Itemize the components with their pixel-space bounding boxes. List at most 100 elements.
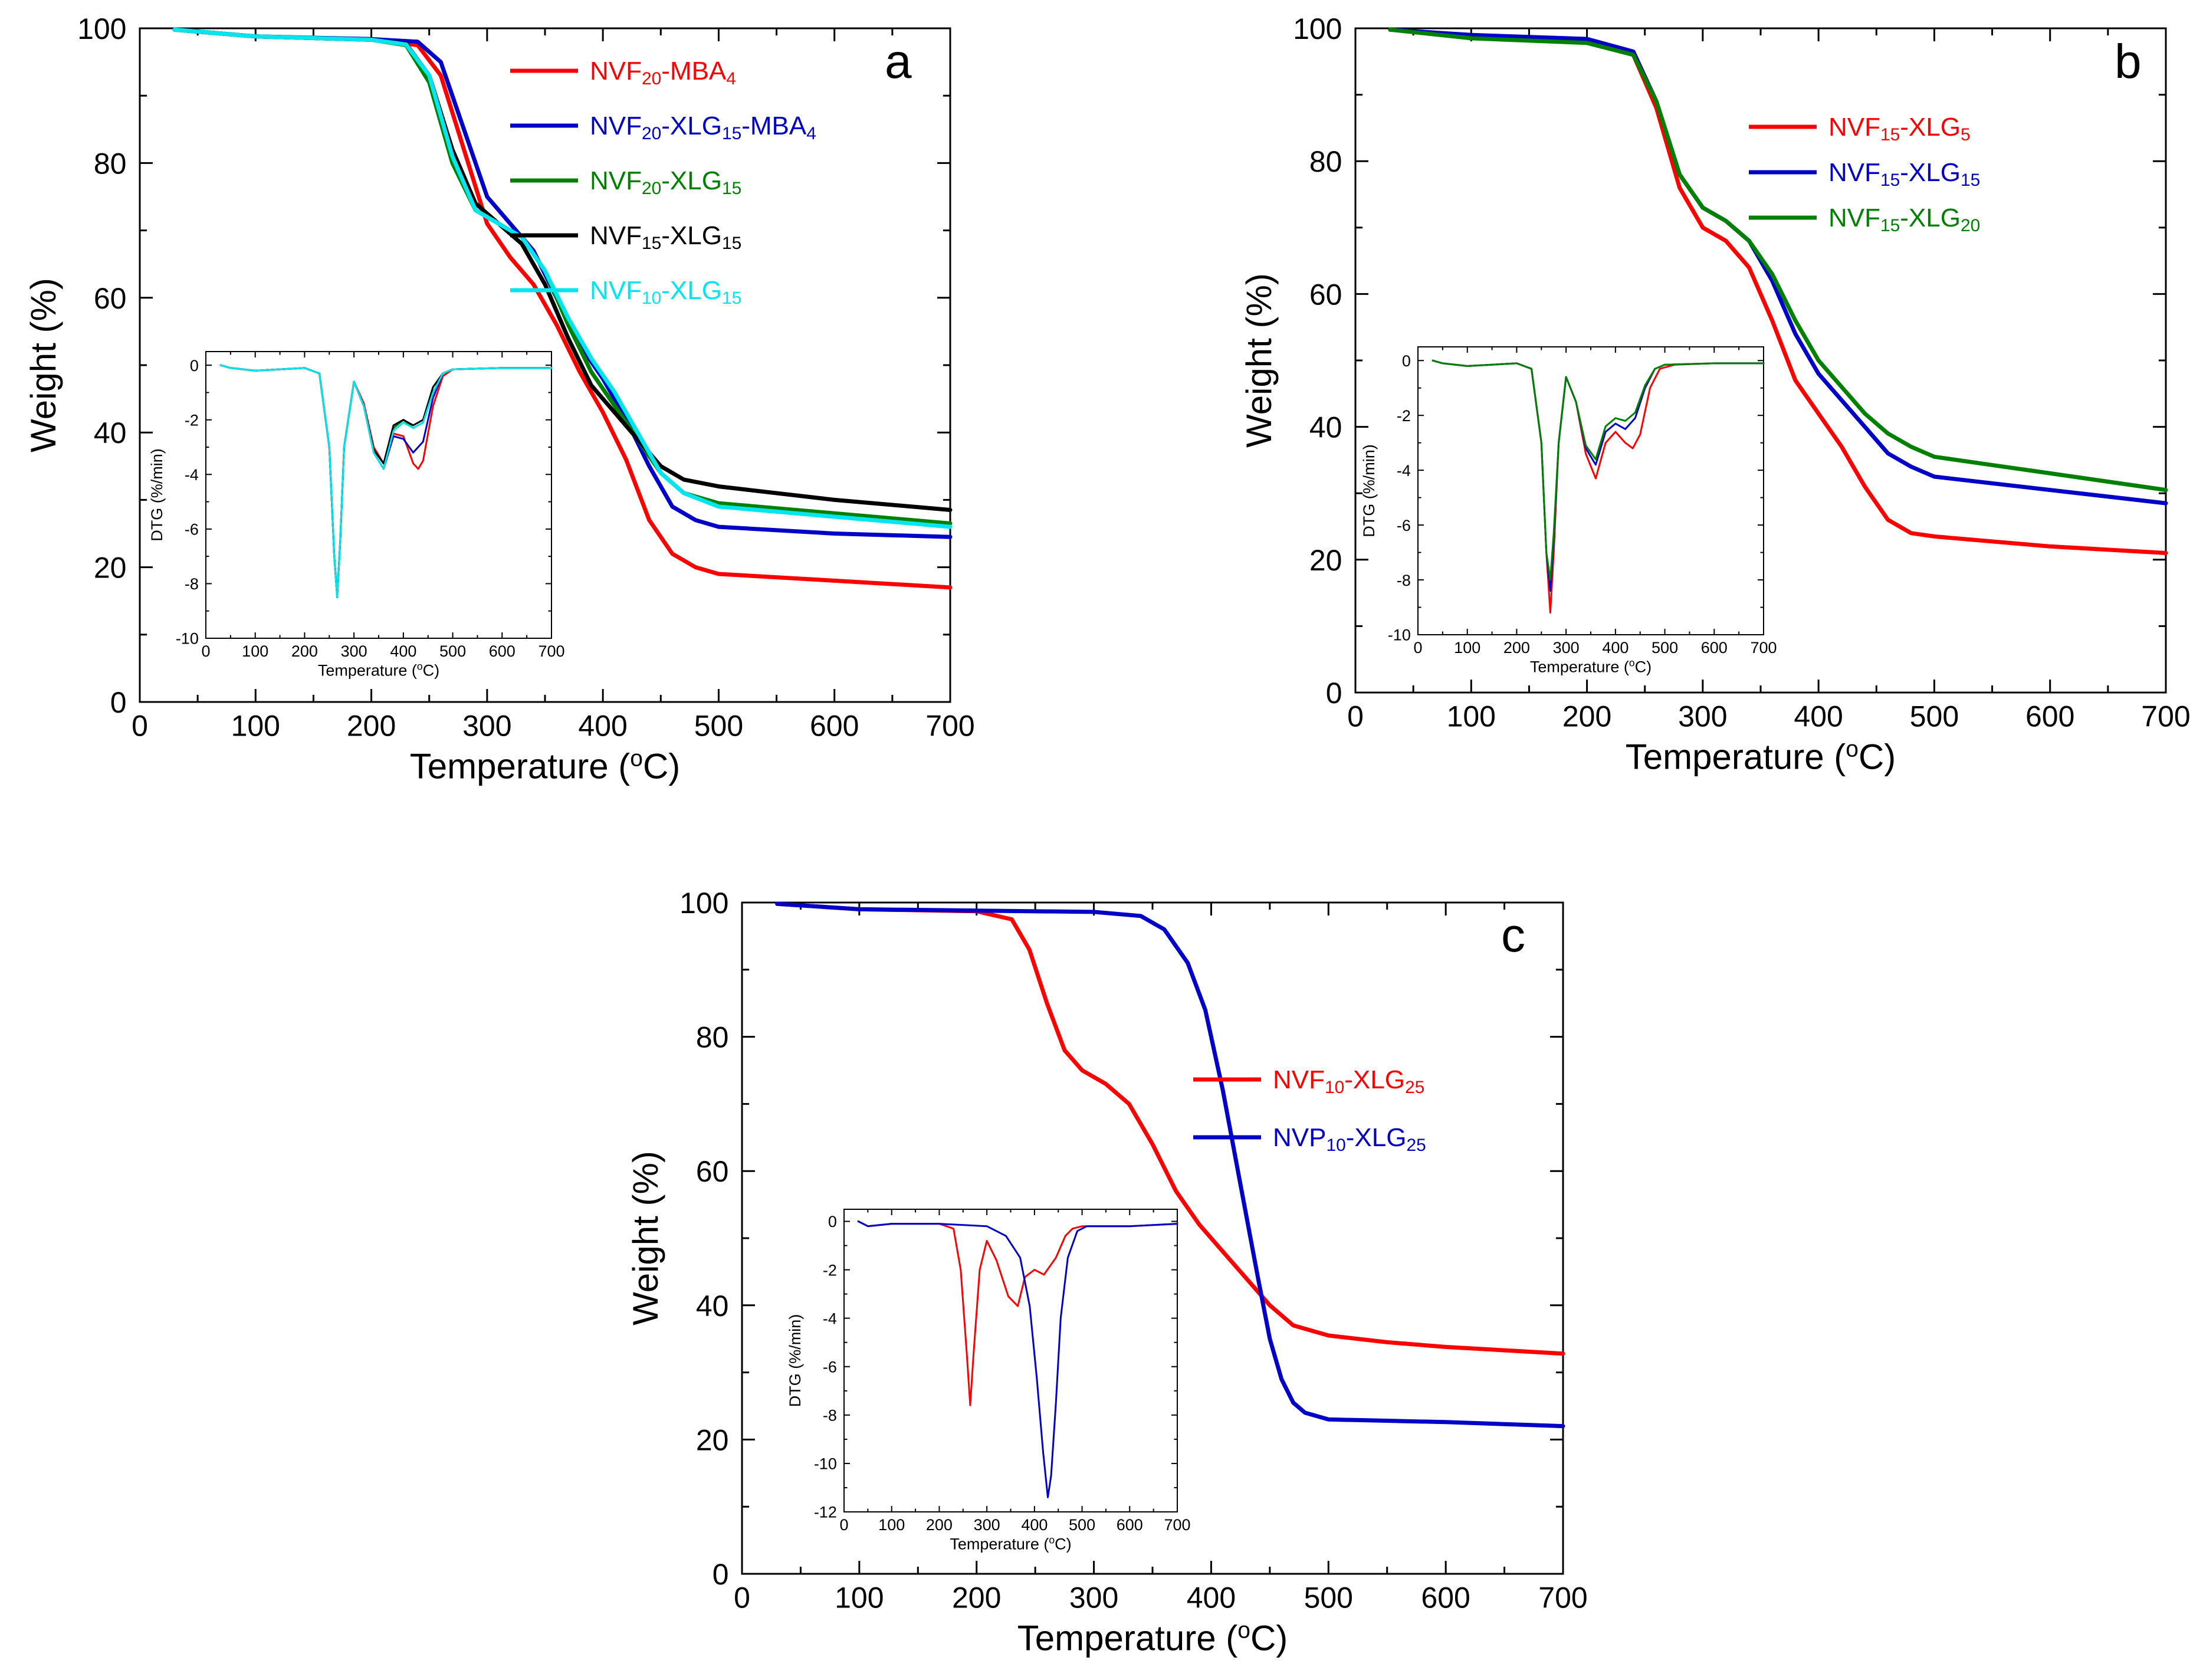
panel-b-inset-x-tick-label: 500 bbox=[1652, 639, 1678, 657]
panel-c-x-tick-label: 400 bbox=[1187, 1581, 1236, 1615]
panel-b-inset-y-tick-label: -10 bbox=[1388, 626, 1411, 644]
panel-b-x-tick-label: 600 bbox=[2025, 700, 2074, 733]
panel-c-inset-y-tick-label: -6 bbox=[823, 1358, 837, 1376]
panel-c-letter: c bbox=[1501, 908, 1525, 962]
panel-a-y-tick-label: 20 bbox=[94, 552, 127, 585]
panel-a-inset-x-tick-label: 300 bbox=[341, 642, 367, 660]
panel-b-inset-x-tick-label: 400 bbox=[1602, 639, 1629, 657]
panel-b-series-line-2 bbox=[1388, 27, 2168, 506]
panel-c-x-tick-label: 100 bbox=[835, 1581, 884, 1615]
panel-b-y-tick-label: 100 bbox=[1293, 12, 1342, 45]
panel-b-x-axis-label: Temperature (oC) bbox=[1626, 736, 1896, 777]
panel-a-y-axis-label: Weight (%) bbox=[24, 278, 63, 452]
panel-b-y-axis-label: Weight (%) bbox=[1239, 273, 1279, 448]
panel-a-x-tick-label: 300 bbox=[462, 710, 511, 743]
panel-c-inset-x-tick-label: 200 bbox=[926, 1516, 953, 1534]
panel-c-inset-y-tick-label: 0 bbox=[828, 1213, 837, 1231]
panel-c-inset-x-tick-label: 600 bbox=[1117, 1516, 1143, 1534]
panel-a-inset-plot-frame bbox=[205, 351, 552, 639]
panel-a-inset-y-tick-label: -10 bbox=[176, 630, 199, 648]
panel-a-letter: a bbox=[885, 35, 912, 88]
panel-a-series-line-1 bbox=[172, 27, 953, 590]
panel-a-inset-x-tick-label: 400 bbox=[390, 642, 416, 660]
panel-c-inset-series-line-2 bbox=[857, 1220, 1178, 1498]
panel-a-inset-x-axis-label: Temperature (oC) bbox=[318, 660, 439, 679]
panel-b-x-tick-label: 100 bbox=[1447, 700, 1496, 733]
panel-a-y-tick-label: 60 bbox=[94, 282, 127, 315]
panel-c-inset-x-tick-label: 700 bbox=[1164, 1516, 1190, 1534]
panel-c-x-tick-label: 700 bbox=[1538, 1581, 1587, 1615]
panel-c-inset-x-tick-label: 100 bbox=[878, 1516, 905, 1534]
panel-a-inset-x-tick-label: 500 bbox=[439, 642, 466, 660]
panel-c-inset-y-tick-label: -2 bbox=[823, 1261, 837, 1279]
panel-b-y-tick-label: 0 bbox=[1326, 677, 1342, 710]
panel-c-inset: 0 100 200 300 400 500 600 700 0 -2 -4 -6 -8 -10 -12 Tem… bbox=[786, 1209, 1191, 1553]
panel-c-y-tick-label: 40 bbox=[696, 1289, 729, 1323]
panel-b-inset-y-tick-label: -4 bbox=[1397, 462, 1411, 480]
panel-a-inset-x-tick-label: 0 bbox=[201, 642, 210, 660]
legend-label-2: NVP10-XLG25 bbox=[1273, 1123, 1426, 1155]
panel-b-inset-x-tick-label: 600 bbox=[1701, 639, 1728, 657]
panel-a-x-tick-label: 500 bbox=[694, 710, 743, 743]
panel-a-inset-x-tick-label: 100 bbox=[242, 642, 268, 660]
panel-c-series-line-1 bbox=[775, 901, 1565, 1356]
panel-b-y-tick-label: 40 bbox=[1309, 411, 1342, 444]
panel-b-x-tick-label: 700 bbox=[2141, 700, 2190, 733]
panel-c-inset-x-tick-label: 400 bbox=[1021, 1516, 1048, 1534]
panel-b-inset-x-tick-label: 100 bbox=[1454, 639, 1480, 657]
panel-c: 0 100 200 300 400 500 600 700 0 20 40 60 80 100 Temper… bbox=[626, 887, 1588, 1658]
panel-c-x-axis-label: Temperature (oC) bbox=[1017, 1617, 1288, 1658]
panel-b-x-tick-label: 200 bbox=[1562, 700, 1611, 733]
panel-b-inset-y-tick-label: -6 bbox=[1397, 517, 1411, 534]
panel-c-inset-y-tick-label: -4 bbox=[823, 1310, 837, 1327]
panel-c-inset-x-tick-label: 500 bbox=[1069, 1516, 1095, 1534]
panel-b-y-tick-label: 80 bbox=[1309, 145, 1342, 178]
panel-a-inset-y-axis-label: DTG (%/min) bbox=[148, 448, 166, 542]
panel-b-letter: b bbox=[2115, 35, 2142, 88]
panel-b-inset-y-tick-label: -8 bbox=[1397, 572, 1411, 589]
panel-a-inset-series-line-5 bbox=[219, 364, 553, 599]
panel-b-inset-y-tick-label: -2 bbox=[1397, 407, 1411, 425]
panel-b-inset: 0 100 200 300 400 500 600 700 0 -2 -4 -6 -8 -10 Temper… bbox=[1360, 346, 1777, 675]
panel-c-series-line-2 bbox=[775, 901, 1565, 1429]
panel-b-inset-y-tick-label: 0 bbox=[1402, 352, 1411, 370]
panel-b-inset-x-tick-label: 300 bbox=[1553, 639, 1580, 657]
panel-c-inset-series-line-1 bbox=[857, 1220, 1178, 1406]
panel-c-y-tick-label: 0 bbox=[713, 1558, 729, 1591]
panel-b-legend: NVF15-XLG5 NVF15-XLG15 NVF15-XLG20 bbox=[1749, 113, 1980, 235]
panel-a-x-tick-label: 0 bbox=[132, 710, 148, 743]
panel-c-inset-x-tick-label: 300 bbox=[974, 1516, 1000, 1534]
panel-a-legend: NVF20-MBA4 NVF20-XLG15-MBA4 NVF20-XLG15 NVF… bbox=[510, 57, 816, 308]
panel-a-x-tick-label: 600 bbox=[810, 710, 859, 743]
legend-label-2: NVF20-XLG15-MBA4 bbox=[590, 111, 816, 143]
panel-c-y-tick-label: 100 bbox=[679, 887, 728, 920]
panel-c-x-tick-label: 600 bbox=[1421, 1581, 1470, 1615]
panel-c-y-tick-label: 60 bbox=[696, 1155, 729, 1188]
panel-b-inset-y-axis-label: DTG (%/min) bbox=[1360, 444, 1378, 537]
legend-label-2: NVF15-XLG15 bbox=[1828, 158, 1980, 190]
panel-a-inset-y-tick-label: -6 bbox=[185, 521, 199, 539]
panel-b-x-tick-label: 500 bbox=[1910, 700, 1959, 733]
panel-c-inset-y-tick-label: -8 bbox=[823, 1407, 837, 1425]
legend-label-1: NVF20-MBA4 bbox=[590, 57, 736, 88]
panel-c-y-axis-label: Weight (%) bbox=[626, 1151, 665, 1325]
legend-label-4: NVF15-XLG15 bbox=[590, 221, 741, 253]
panel-c-inset-y-axis-label: DTG (%/min) bbox=[786, 1314, 804, 1407]
panel-a-inset-y-tick-label: 0 bbox=[190, 357, 199, 375]
panel-b-inset-plot-frame bbox=[1417, 346, 1764, 635]
panel-a-x-tick-label: 400 bbox=[578, 710, 627, 743]
panel-a-inset: 0 100 200 300 400 500 600 700 0 -2 -4 -6 -8 -10 Temper… bbox=[148, 351, 565, 679]
panel-b: 0 100 200 300 400 500 600 700 0 20 40 60 80 100 Temper… bbox=[1239, 12, 2191, 777]
panel-b-y-tick-label: 20 bbox=[1309, 544, 1342, 577]
panel-b-x-tick-label: 300 bbox=[1678, 700, 1727, 733]
panel-a-x-axis-label: Temperature (oC) bbox=[410, 746, 681, 786]
panel-b-series-line-3 bbox=[1388, 27, 2168, 493]
panel-c-x-tick-label: 0 bbox=[734, 1581, 750, 1615]
panel-c-x-tick-label: 500 bbox=[1304, 1581, 1353, 1615]
panel-b-y-tick-label: 60 bbox=[1309, 278, 1342, 311]
panel-c-x-tick-label: 300 bbox=[1069, 1581, 1118, 1615]
panel-c-legend: NVF10-XLG25 NVP10-XLG25 bbox=[1193, 1065, 1426, 1155]
panel-a-y-tick-label: 80 bbox=[94, 147, 127, 180]
panel-a-inset-x-tick-label: 600 bbox=[489, 642, 516, 660]
